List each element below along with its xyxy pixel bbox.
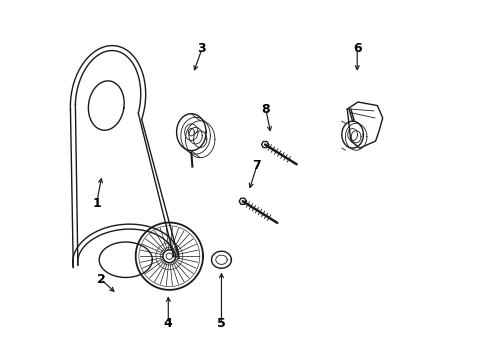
Text: 3: 3: [197, 42, 206, 55]
Text: 5: 5: [217, 317, 225, 330]
Text: 7: 7: [252, 159, 261, 172]
Text: 2: 2: [96, 273, 105, 286]
Text: 6: 6: [352, 42, 361, 55]
Text: 4: 4: [163, 317, 172, 330]
Text: 8: 8: [261, 103, 269, 116]
Text: 1: 1: [92, 197, 101, 210]
